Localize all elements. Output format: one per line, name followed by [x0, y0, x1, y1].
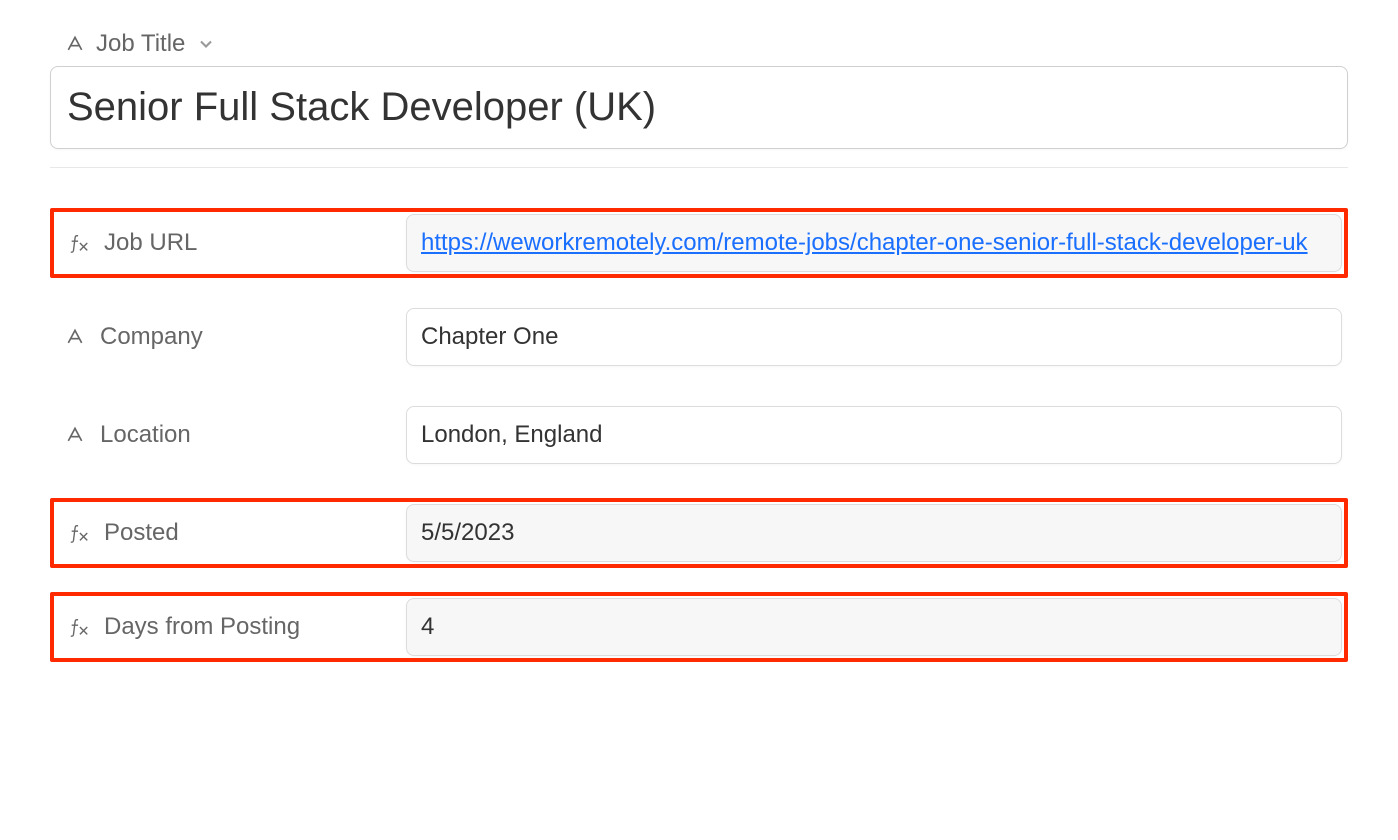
field-value-text: London, England — [421, 421, 603, 449]
field-value-job-url: https://weworkremotely.com/remote-jobs/c… — [406, 214, 1342, 272]
text-icon — [64, 326, 86, 348]
field-value-company[interactable]: Chapter One — [406, 308, 1342, 366]
field-label-posted[interactable]: Posted — [56, 504, 406, 562]
field-value-text: 4 — [421, 613, 434, 641]
field-label-job-url[interactable]: Job URL — [56, 214, 406, 272]
formula-icon — [68, 232, 90, 254]
field-value-posted: 5/5/2023 — [406, 504, 1342, 562]
field-label-text: Days from Posting — [104, 613, 300, 641]
field-row-posted: Posted 5/5/2023 — [50, 498, 1348, 568]
formula-icon — [68, 616, 90, 638]
formula-icon — [68, 522, 90, 544]
chevron-down-icon[interactable] — [195, 33, 217, 55]
job-title-input[interactable]: Senior Full Stack Developer (UK) — [50, 66, 1348, 149]
field-value-text: 5/5/2023 — [421, 519, 514, 547]
field-label-days-from-posting[interactable]: Days from Posting — [56, 598, 406, 656]
field-row-days-from-posting: Days from Posting 4 — [50, 592, 1348, 662]
field-value-location[interactable]: London, England — [406, 406, 1342, 464]
field-value-text: Chapter One — [421, 323, 558, 351]
text-icon — [64, 424, 86, 446]
field-link-job-url[interactable]: https://weworkremotely.com/remote-jobs/c… — [421, 229, 1308, 257]
divider — [50, 167, 1348, 168]
field-label-text: Job URL — [104, 229, 197, 257]
field-label-text: Posted — [104, 519, 179, 547]
field-row-location: Location London, England — [50, 400, 1348, 470]
field-label-text: Location — [100, 421, 191, 449]
text-icon — [64, 33, 86, 55]
field-row-company: Company Chapter One — [50, 302, 1348, 372]
title-field-label: Job Title — [96, 30, 185, 58]
field-label-location[interactable]: Location — [56, 406, 406, 464]
field-label-text: Company — [100, 323, 203, 351]
field-value-days-from-posting: 4 — [406, 598, 1342, 656]
field-label-company[interactable]: Company — [56, 308, 406, 366]
title-field-header[interactable]: Job Title — [50, 30, 1348, 58]
field-row-job-url: Job URL https://weworkremotely.com/remote… — [50, 208, 1348, 278]
